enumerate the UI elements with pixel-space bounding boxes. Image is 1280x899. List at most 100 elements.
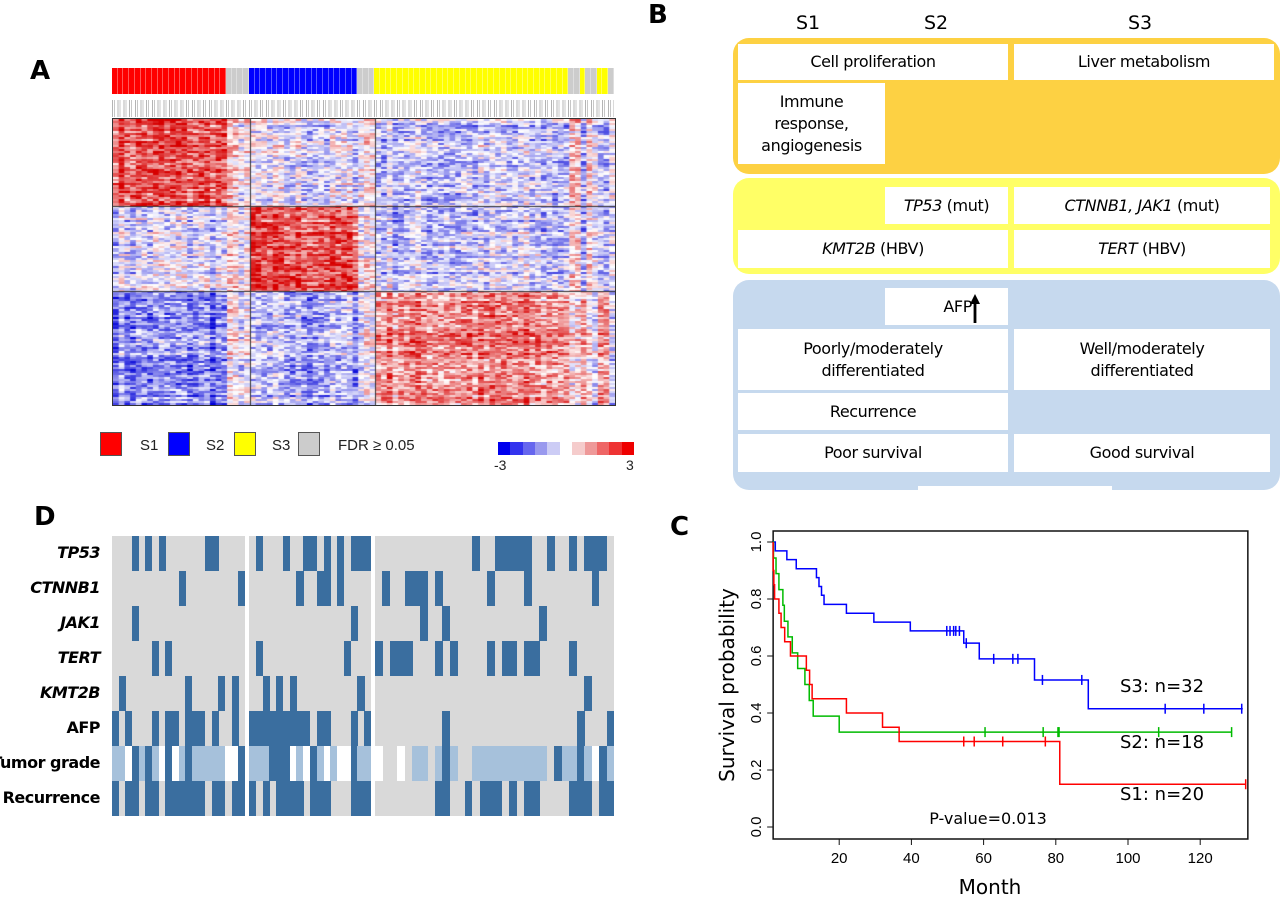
oncoplot-tile xyxy=(158,746,166,781)
sample-group-cell xyxy=(425,68,432,94)
sample-group-cell xyxy=(140,68,147,94)
x-tick-label: 60 xyxy=(975,850,992,867)
oncoplot-tile xyxy=(404,571,413,606)
oncoplot-tile xyxy=(434,781,443,816)
panel-a-label: A xyxy=(30,56,51,86)
x-tick-label: 100 xyxy=(1115,850,1140,867)
oncoplot-tile xyxy=(364,781,372,816)
oncoplot-tile xyxy=(531,781,540,816)
sample-group-cell xyxy=(163,68,170,94)
sample-group-cell xyxy=(522,68,529,94)
x-tick-label: 80 xyxy=(1047,850,1064,867)
sample-group-cell xyxy=(151,68,158,94)
oncoplot-tile xyxy=(599,781,607,816)
oncoplot-tile xyxy=(151,781,159,816)
oncoplot-tile xyxy=(276,711,284,746)
oncoplot-tile xyxy=(185,746,193,781)
sample-group-cell xyxy=(431,68,438,94)
oncoplot-tile xyxy=(289,746,297,781)
clinical-box-notch xyxy=(918,486,1112,490)
sample-group-cell xyxy=(494,68,500,94)
oncoplot-tile xyxy=(531,746,540,781)
sample-group-cell xyxy=(288,68,295,94)
sample-group-cell xyxy=(203,68,209,94)
oncoplot-tile xyxy=(282,711,291,746)
arrow-up-icon xyxy=(970,294,980,323)
oncoplot-tile xyxy=(546,536,555,571)
sample-group-cell xyxy=(237,68,244,94)
oncoplot-tile xyxy=(584,536,592,571)
sample-id-labels xyxy=(112,100,614,117)
sample-group-cell xyxy=(414,68,420,94)
oncoplot-tile xyxy=(112,711,120,746)
oncoplot-tile xyxy=(255,641,263,676)
oncoplot-tile xyxy=(357,676,365,711)
oncoplot-tile xyxy=(419,571,428,606)
liver-metabolism-cell: Liver metabolism xyxy=(1014,44,1274,80)
oncoplot-tile xyxy=(218,781,226,816)
colorbar-step xyxy=(621,442,634,455)
sample-group-cell xyxy=(328,68,335,94)
sample-group-cell xyxy=(482,68,489,94)
poor-survival-cell: Poor survival xyxy=(738,434,1008,472)
plot-frame xyxy=(772,530,1249,840)
sample-group-cell xyxy=(505,68,512,94)
oncoplot-tile xyxy=(171,711,179,746)
oncoplot-tile xyxy=(310,781,318,816)
sample-group-cell xyxy=(265,68,272,94)
sample-group-cell xyxy=(488,68,495,94)
y-tick-label: 1.0 xyxy=(748,532,765,553)
oncoplot-tile xyxy=(606,781,615,816)
sample-group-cell xyxy=(220,68,227,94)
oncoplot-tile xyxy=(584,781,592,816)
sample-group-cell xyxy=(596,68,603,94)
oncoplot-tile xyxy=(419,606,428,641)
oncoplot-tile xyxy=(487,781,495,816)
oncoplot-tile xyxy=(276,781,284,816)
oncoplot-tile xyxy=(112,781,120,816)
oncoplot-tile xyxy=(276,676,284,711)
oncoplot-tile xyxy=(323,746,331,781)
curve-label-s3: S3: n=32 xyxy=(1120,676,1204,697)
oncoplot-tile xyxy=(231,676,239,711)
oncoplot-row-label: AFP xyxy=(66,718,100,737)
sample-group-cell xyxy=(334,68,341,94)
legend-label-fdr: FDR ≥ 0.05 xyxy=(338,437,415,454)
oncoplot-tile xyxy=(337,746,345,781)
oncoplot-tile xyxy=(442,746,451,781)
sample-group-cell xyxy=(368,68,375,94)
header-s3: S3 xyxy=(1128,12,1153,34)
oncoplot-tile xyxy=(449,746,458,781)
oncoplot-tile xyxy=(397,746,406,781)
sample-group-cell xyxy=(397,68,403,94)
tert-cell: TERT (HBV) xyxy=(1014,230,1270,268)
oncoplot-tile xyxy=(375,641,383,676)
kmt2b-cell: KMT2B (HBV) xyxy=(738,230,1008,268)
oncoplot-tile xyxy=(225,746,233,781)
oncoplot-tile xyxy=(165,641,173,676)
oncoplot-tile xyxy=(524,571,533,606)
oncoplot-tile xyxy=(591,571,600,606)
oncoplot-tile xyxy=(412,746,421,781)
oncoplot-tile xyxy=(337,536,345,571)
sample-group-cell xyxy=(545,68,552,94)
oncoplot-tile xyxy=(397,641,406,676)
oncoplot-tile xyxy=(434,641,443,676)
sample-group-cell xyxy=(385,68,392,94)
oncoplot-tile xyxy=(303,711,311,746)
oncoplot-tile xyxy=(434,746,443,781)
oncoplot-tile xyxy=(282,746,291,781)
sample-group-cell xyxy=(528,68,535,94)
oncoplot-tile xyxy=(591,746,600,781)
afp-cell: AFP xyxy=(885,288,1008,325)
legend-label-s2: S2 xyxy=(206,437,225,454)
sample-group-cell xyxy=(591,68,597,94)
oncoplot-row-label: KMT2B xyxy=(39,683,101,702)
oncoplot-tile xyxy=(330,746,338,781)
oncoplot-tile xyxy=(343,746,352,781)
oncoplot-tile xyxy=(289,711,297,746)
oncoplot-tile xyxy=(231,746,239,781)
well-differentiated-cell: Well/moderately differentiated xyxy=(1014,329,1270,390)
oncoplot-tile xyxy=(211,781,219,816)
panel-b-label: B xyxy=(648,0,668,30)
